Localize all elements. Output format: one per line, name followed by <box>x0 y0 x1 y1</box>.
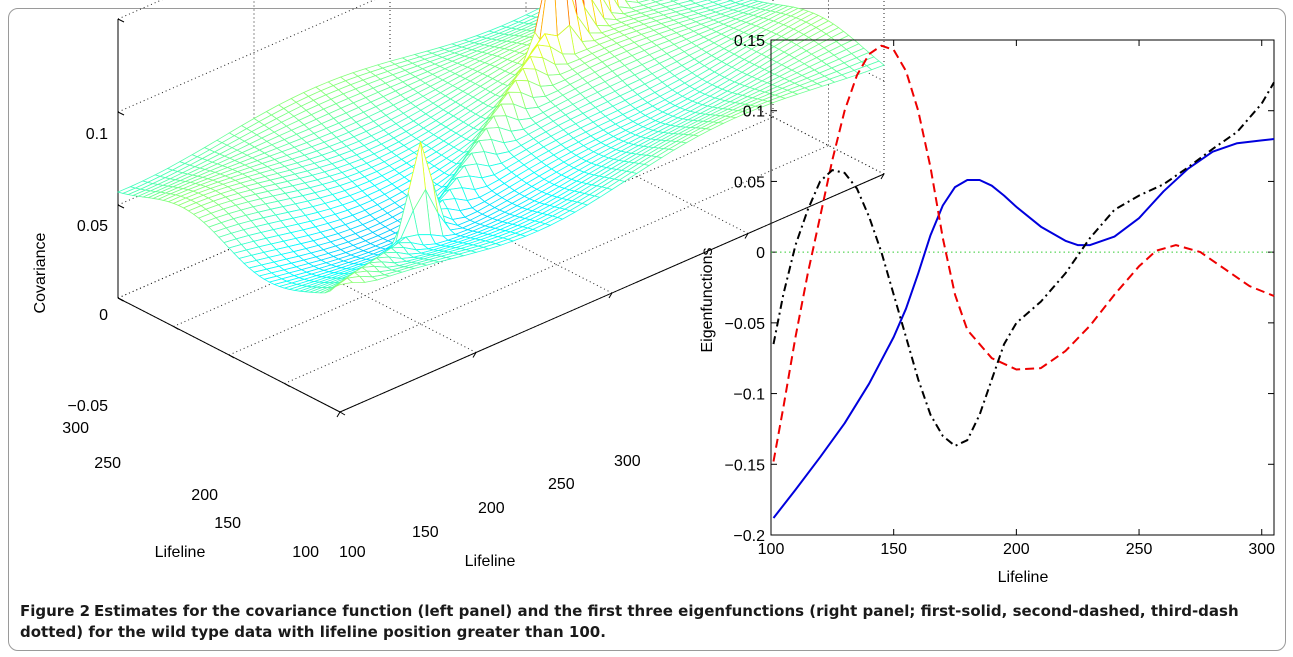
y-tick <box>173 326 179 330</box>
plot-area-border <box>770 39 1275 536</box>
eigenfunctions-panel: 100 150 200 250 300 −0.2 −0.15 −0.1 −0.05 0 0.05 0.… <box>699 33 1275 586</box>
eigenfunction-1-line <box>772 138 1275 519</box>
y-tick-label: −0.05 <box>725 316 766 333</box>
y-tick <box>284 383 290 387</box>
x-tick <box>744 233 749 239</box>
grid-line <box>525 119 749 234</box>
x-tick <box>336 411 341 418</box>
y-tick-label: 300 <box>62 420 89 437</box>
x-axis-label: Lifeline <box>465 553 516 570</box>
caption-figure-number: Figure 2 <box>20 602 91 620</box>
y-tick <box>339 411 346 416</box>
axis-ticks <box>770 39 1274 536</box>
surface-tick-labels: 0.1 0.05 0 −0.05 300 250 200 150 100 100… <box>32 126 641 570</box>
y-axis-label: Eigenfunctions <box>699 248 716 353</box>
x-tick-label: 250 <box>548 476 575 493</box>
z-tick-label: 0 <box>99 307 108 324</box>
y-tick-label: 150 <box>214 515 241 532</box>
x-tick <box>472 352 477 358</box>
y-tick-label: 0.1 <box>743 104 765 121</box>
x-tick-label: 100 <box>758 541 785 558</box>
y-tick-label: −0.1 <box>733 387 765 404</box>
x-axis-label: Lifeline <box>998 569 1049 586</box>
y-tick-label: −0.15 <box>725 457 766 474</box>
x-tick-label: 200 <box>1003 541 1030 558</box>
z-tick <box>117 111 125 116</box>
eigenfunction-series <box>772 44 1275 519</box>
figure-caption: Figure 2 Estimates for the covariance fun… <box>20 601 1270 643</box>
x-tick-label: 150 <box>880 541 907 558</box>
x-tick <box>608 292 613 299</box>
y-tick-label: 250 <box>94 455 121 472</box>
x-tick-label: 100 <box>339 544 366 561</box>
y-tick-label: 0.15 <box>734 33 765 50</box>
caption-text: Estimates for the covariance function (l… <box>20 602 1239 641</box>
y-tick-label: 0 <box>756 245 765 262</box>
grid-line <box>284 145 829 384</box>
y-tick-label: 0.05 <box>734 174 765 191</box>
x-tick-label: 300 <box>614 453 641 470</box>
surface-cell <box>334 277 354 288</box>
x-tick <box>880 173 885 180</box>
z-axis-label: Covariance <box>32 232 49 313</box>
y-tick-label: 200 <box>191 487 218 504</box>
grid-line <box>661 59 885 175</box>
eigenfunction-2-line <box>772 44 1275 462</box>
y-tick-label: −0.2 <box>733 528 765 545</box>
covariance-surface-mesh <box>116 0 885 294</box>
eigenfunction-3-line <box>772 81 1275 447</box>
x-tick-label: 250 <box>1126 541 1153 558</box>
z-tick-label: 0.1 <box>86 126 108 143</box>
axis-tick-labels: 100 150 200 250 300 −0.2 −0.15 −0.1 −0.05 0 0.05 0.… <box>725 33 1276 558</box>
y-tick <box>228 354 235 359</box>
x-tick-label: 150 <box>412 524 439 541</box>
z-tick-label: −0.05 <box>68 398 109 415</box>
x-tick-label: 300 <box>1248 541 1275 558</box>
z-tick <box>117 18 125 23</box>
y-tick <box>117 297 124 302</box>
y-axis-label: Lifeline <box>155 544 206 561</box>
z-tick <box>117 204 125 209</box>
x-tick-label: 200 <box>478 500 505 517</box>
y-tick-label: 100 <box>292 544 319 561</box>
covariance-surface-panel: 0.1 0.05 0 −0.05 300 250 200 150 100 100… <box>32 0 885 570</box>
z-tick-label: 0.05 <box>77 218 108 235</box>
